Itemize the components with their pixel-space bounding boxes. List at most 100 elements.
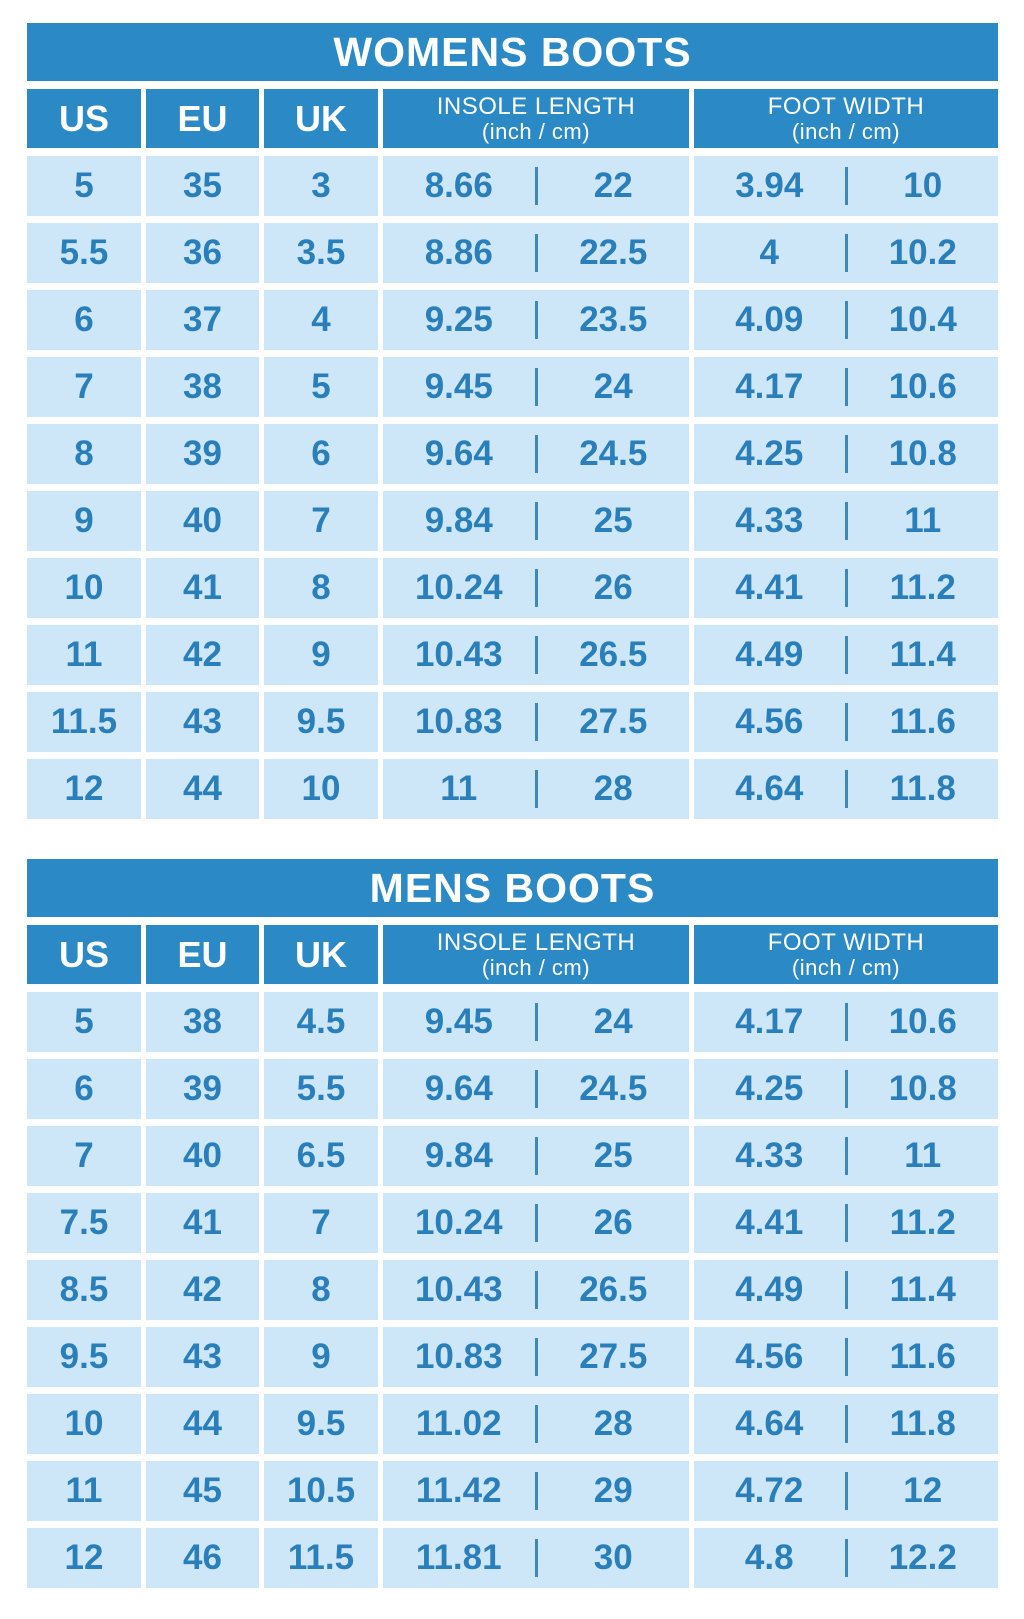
us-size-cell: 9 <box>27 491 141 551</box>
table-row: 11 45 10.5 11.42 29 4.72 12 <box>27 1461 998 1521</box>
uk-size-cell: 10.5 <box>264 1461 378 1521</box>
table-row: 9.5 43 9 10.83 27.5 4.56 11.6 <box>27 1327 998 1387</box>
insole-length-cell-cm-value: 25 <box>593 501 633 540</box>
inch-cm-divider <box>534 1136 538 1176</box>
foot-width-cell-cm-value: 10.8 <box>888 1069 957 1108</box>
inch-cm-divider <box>844 166 848 206</box>
foot-width-cell-inch-value: 4.41 <box>735 1203 804 1242</box>
foot-width-cell-inch-value: 4.56 <box>735 702 804 741</box>
table-row: 5.5 36 3.5 8.86 22.5 4 10.2 <box>27 223 998 283</box>
foot-width-cell-inch-value: 4.64 <box>735 769 804 808</box>
foot-width-cell-inch-value: 4.25 <box>735 434 804 473</box>
insole-length-cell: 10.24 26 <box>383 1193 689 1253</box>
insole-length-cell: 9.45 24 <box>383 992 689 1052</box>
insole-length-cell: 10.43 26.5 <box>383 625 689 685</box>
foot-width-cell: 4.25 10.8 <box>694 424 998 484</box>
foot-width-cell-cm-value: 10.4 <box>888 300 957 339</box>
us-size-cell: 6 <box>27 1059 141 1119</box>
foot-width-cell: 4.33 11 <box>694 491 998 551</box>
inch-cm-divider <box>534 635 538 675</box>
foot-width-cell: 4.49 11.4 <box>694 1260 998 1320</box>
foot-width-cell: 4.64 11.8 <box>694 1394 998 1454</box>
us-size-cell: 12 <box>27 1528 141 1588</box>
foot-width-cell: 4.56 11.6 <box>694 1327 998 1387</box>
inch-cm-divider <box>844 702 848 742</box>
insole-length-cell: 10.43 26.5 <box>383 1260 689 1320</box>
table-row: 7 40 6.5 9.84 25 4.33 11 <box>27 1126 998 1186</box>
foot-width-cell-inch-value: 4.09 <box>735 300 804 339</box>
eu-size-cell: 41 <box>146 558 259 618</box>
insole-length-cell: 8.86 22.5 <box>383 223 689 283</box>
table-row: 11.5 43 9.5 10.83 27.5 4.56 11.6 <box>27 692 998 752</box>
womens-header-row: US EU UK INSOLE LENGTH (inch / cm) FOOT … <box>27 89 998 148</box>
foot-width-cell: 4.49 11.4 <box>694 625 998 685</box>
eu-size-cell: 43 <box>146 692 259 752</box>
foot-width-cell-cm-value: 11.2 <box>889 1203 956 1242</box>
table-row: 6 39 5.5 9.64 24.5 4.25 10.8 <box>27 1059 998 1119</box>
inch-cm-divider <box>844 1471 848 1511</box>
insole-length-cell-cm-value: 22 <box>593 166 633 205</box>
uk-size-cell: 3 <box>264 156 378 216</box>
insole-length-cell: 11.42 29 <box>383 1461 689 1521</box>
insole-length-cell: 11.02 28 <box>383 1394 689 1454</box>
inch-cm-divider <box>844 1538 848 1578</box>
insole-length-cell: 9.25 23.5 <box>383 290 689 350</box>
table-row: 5 35 3 8.66 22 3.94 10 <box>27 156 998 216</box>
eu-size-cell: 44 <box>146 759 259 819</box>
insole-length-cell-cm-value: 26.5 <box>579 635 648 674</box>
eu-size-cell: 42 <box>146 625 259 685</box>
uk-size-cell: 11.5 <box>264 1528 378 1588</box>
inch-cm-divider <box>844 233 848 273</box>
eu-size-cell: 39 <box>146 1059 259 1119</box>
eu-column-header: EU <box>146 89 259 148</box>
insole-length-cell-inch-value: 10.43 <box>414 1270 503 1309</box>
insole-length-cell: 10.83 27.5 <box>383 1327 689 1387</box>
eu-size-cell: 46 <box>146 1528 259 1588</box>
insole-length-cell-cm-value: 28 <box>593 769 633 808</box>
insole-length-cell-cm-value: 24.5 <box>579 434 648 473</box>
foot-width-cell-cm-value: 10 <box>903 166 943 205</box>
foot-width-header-label: FOOT WIDTH <box>767 928 925 956</box>
foot-width-cell: 4.41 11.2 <box>694 558 998 618</box>
insole-length-cell-inch-value: 8.86 <box>424 233 493 272</box>
foot-width-cell-inch-value: 4.8 <box>744 1538 794 1577</box>
uk-size-cell: 5 <box>264 357 378 417</box>
inch-cm-divider <box>534 1002 538 1042</box>
insole-header-units: (inch / cm) <box>481 954 591 980</box>
insole-length-cell: 9.84 25 <box>383 491 689 551</box>
womens-title-banner: WOMENS BOOTS <box>27 23 998 81</box>
inch-cm-divider <box>844 1337 848 1377</box>
insole-header-label: INSOLE LENGTH <box>436 92 636 120</box>
eu-size-cell: 39 <box>146 424 259 484</box>
eu-size-cell: 40 <box>146 1126 259 1186</box>
uk-size-cell: 6 <box>264 424 378 484</box>
insole-length-cell-inch-value: 9.84 <box>424 501 493 540</box>
insole-length-cell-inch-value: 11.42 <box>415 1471 502 1510</box>
foot-width-cell-cm-value: 10.6 <box>888 367 957 406</box>
inch-cm-divider <box>534 300 538 340</box>
insole-length-cell: 9.64 24.5 <box>383 1059 689 1119</box>
inch-cm-divider <box>534 434 538 474</box>
us-size-cell: 5 <box>27 992 141 1052</box>
foot-width-cell-cm-value: 11.4 <box>889 635 956 674</box>
table-row: 11 42 9 10.43 26.5 4.49 11.4 <box>27 625 998 685</box>
us-size-cell: 5 <box>27 156 141 216</box>
inch-cm-divider <box>844 300 848 340</box>
table-row: 10 44 9.5 11.02 28 4.64 11.8 <box>27 1394 998 1454</box>
uk-size-cell: 9 <box>264 625 378 685</box>
insole-length-cell-inch-value: 10.24 <box>414 568 503 607</box>
foot-width-cell: 4.56 11.6 <box>694 692 998 752</box>
insole-header-label: INSOLE LENGTH <box>436 928 636 956</box>
insole-length-column-header: INSOLE LENGTH (inch / cm) <box>383 89 689 148</box>
foot-width-cell: 4.33 11 <box>694 1126 998 1186</box>
insole-length-cell: 9.64 24.5 <box>383 424 689 484</box>
foot-width-cell-inch-value: 4.33 <box>735 501 804 540</box>
insole-length-cell-inch-value: 10.83 <box>414 1337 503 1376</box>
insole-length-cell-inch-value: 10.43 <box>414 635 503 674</box>
inch-cm-divider <box>534 702 538 742</box>
inch-cm-divider <box>534 769 538 809</box>
foot-width-cell-cm-value: 11.2 <box>889 568 956 607</box>
inch-cm-divider <box>534 1203 538 1243</box>
uk-size-cell: 5.5 <box>264 1059 378 1119</box>
uk-size-cell: 4 <box>264 290 378 350</box>
